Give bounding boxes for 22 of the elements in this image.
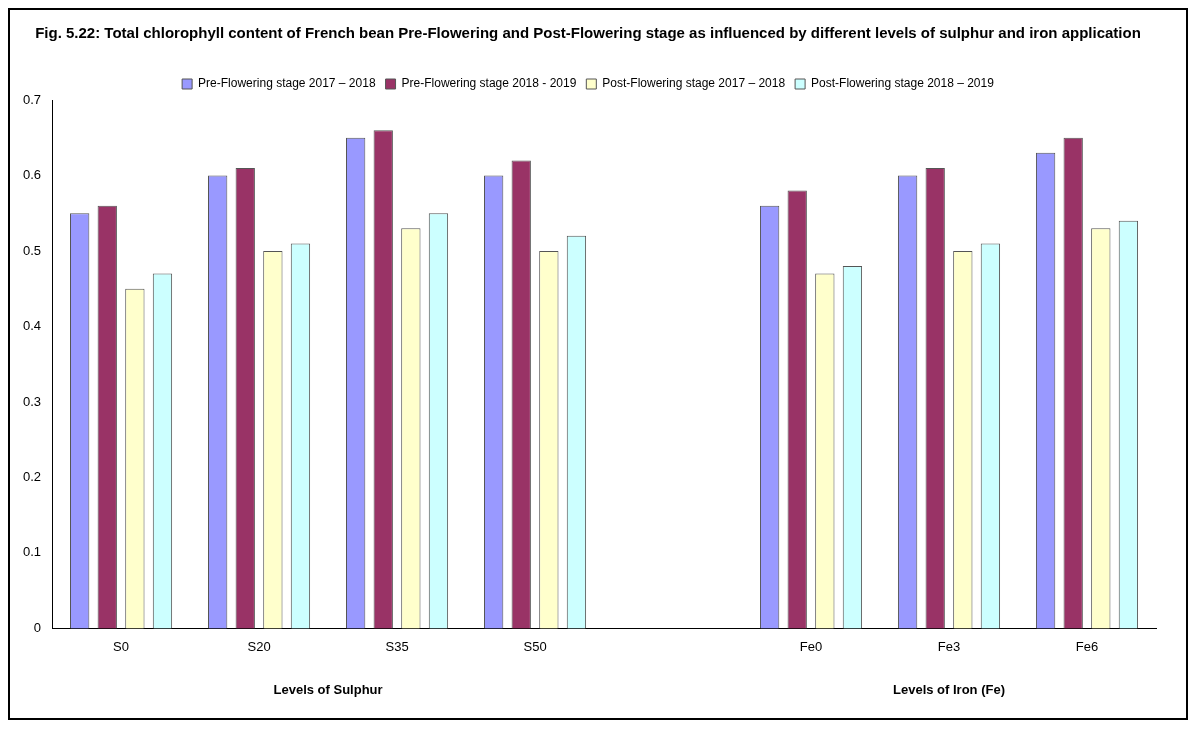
- x-tick-label: Fe0: [799, 638, 823, 654]
- y-tick-label: 0.3: [22, 393, 42, 409]
- y-tick-label: 0: [33, 619, 42, 635]
- legend-label: Pre-Flowering stage 2018 - 2019: [401, 76, 577, 91]
- chart-title: Fig. 5.22: Total chlorophyll content of French bean Pre-Flowering and Post-Flowering stage as influenced by different levels of sulphur and iron application: [35, 24, 1141, 42]
- y-tick-label: 0.5: [22, 242, 42, 258]
- x-tick-label: S0: [113, 638, 130, 654]
- x-tick-label: Fe6: [1075, 638, 1099, 654]
- y-tick-label: 0.4: [22, 318, 42, 334]
- text: Levels of Sulphur: [273, 681, 383, 697]
- x-tick-label: S50: [523, 638, 547, 654]
- legend-label: Pre-Flowering stage 2017 – 2018: [198, 76, 376, 91]
- text: Levels of Iron (Fe): [893, 681, 1005, 697]
- y-tick-label: 0.1: [22, 544, 42, 560]
- x-tick-label: S20: [247, 638, 271, 654]
- x-tick-label: Fe3: [937, 638, 961, 654]
- y-tick-label: 0.2: [22, 469, 42, 485]
- y-tick-label: 0.7: [22, 91, 42, 107]
- x-tick-label: S35: [385, 638, 409, 654]
- legend-label: Post-Flowering stage 2018 – 2019: [811, 76, 995, 91]
- legend-label: Post-Flowering stage 2017 – 2018: [602, 76, 786, 91]
- y-tick-label: 0.6: [22, 167, 42, 183]
